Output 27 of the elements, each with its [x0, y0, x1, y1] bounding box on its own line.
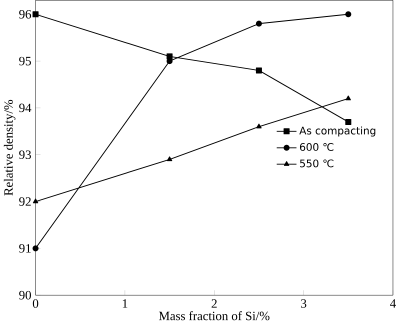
x-axis-title: Mass fraction of Si/% — [158, 310, 270, 320]
point — [256, 67, 262, 74]
y-axis-title: Relative density/% — [4, 100, 16, 196]
point — [345, 118, 352, 125]
x-tick-label: 3 — [301, 299, 306, 308]
legend-label: 550 ℃ — [300, 159, 334, 168]
point — [32, 245, 39, 252]
y-tick-label: 92 — [19, 197, 31, 206]
point — [346, 95, 351, 100]
y-tick-label: 94 — [19, 103, 32, 112]
x-tick-label: 0 — [32, 299, 38, 308]
point — [345, 11, 352, 18]
point — [256, 20, 262, 26]
y-tick-label: 90 — [19, 290, 31, 300]
x-tick-label: 4 — [390, 299, 396, 308]
y-tick-label: 96 — [19, 10, 32, 18]
point — [32, 198, 38, 204]
point — [32, 11, 39, 18]
point — [256, 123, 262, 128]
point — [166, 156, 172, 161]
legend-label: As compacting — [299, 126, 376, 136]
x-tick-label: 2 — [212, 299, 217, 308]
y-tick-label: 93 — [19, 150, 31, 159]
x-tick-label: 1 — [122, 299, 128, 308]
y-tick-label: 95 — [19, 56, 31, 66]
legend-label: 600 ℃ — [300, 142, 334, 151]
y-tick-label: 91 — [19, 244, 31, 252]
